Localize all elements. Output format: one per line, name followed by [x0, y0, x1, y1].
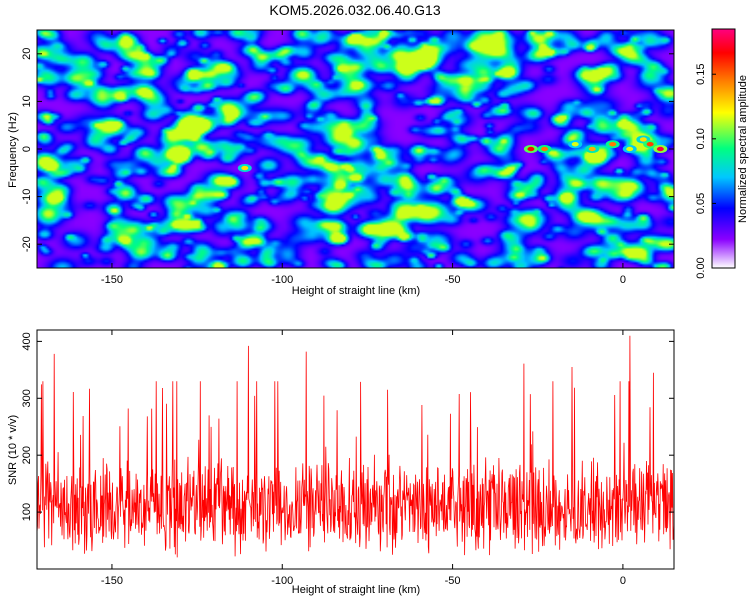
hotspot-peak [656, 146, 664, 152]
spectrogram-x-label: Height of straight line (km) [292, 285, 420, 297]
colorbar-label: Normalized spectral amplitude [737, 75, 749, 223]
hotspot-peak [588, 146, 596, 152]
y-tick-label: 400 [21, 332, 33, 350]
hotspot-peak [626, 146, 634, 152]
y-tick-label: 10 [21, 95, 33, 107]
colorbar-tick-label: 0.00 [695, 257, 707, 278]
hotspot-peak [646, 142, 654, 147]
x-tick-label: -50 [445, 274, 461, 286]
x-tick-label: -150 [101, 274, 123, 286]
hotspot-peak [639, 137, 647, 142]
colorbar-tick-label: 0.05 [695, 193, 707, 214]
snr-x-axis: -150 -100 -50 0 [101, 330, 626, 587]
x-tick-label: -150 [101, 575, 123, 587]
spectrogram-y-axis: -20 -10 0 10 20 [21, 48, 674, 252]
colorbar-frame [711, 28, 736, 269]
snr-panel: -150 -100 -50 0 100 200 300 400 Height of stra… [7, 329, 675, 596]
snr-y-axis: 100 200 300 400 [21, 332, 674, 521]
x-tick-label: -100 [271, 575, 293, 587]
y-tick-label: -20 [21, 236, 33, 252]
colorbar-ticks: 0.00 0.05 0.10 0.15 [695, 64, 716, 279]
colorbar-tick-label: 0.10 [695, 128, 707, 149]
hotspot-peak [571, 142, 579, 147]
y-tick-label: 20 [21, 48, 33, 60]
snr-plot-area [36, 335, 675, 558]
snr-x-label: Height of straight line (km) [292, 584, 420, 596]
spectrogram-y-label: Frequency (Hz) [7, 112, 19, 188]
colorbar-tick-label: 0.15 [695, 64, 707, 85]
spectrogram-heatmap [37, 30, 674, 268]
spectrogram-x-axis: -150 -100 -50 0 [101, 30, 626, 286]
colorbar-gradient [712, 29, 735, 268]
spectrogram-hotspots [237, 135, 668, 173]
hotspot-peak [527, 146, 535, 152]
x-tick-label: 0 [620, 575, 626, 587]
y-tick-label: -10 [21, 189, 33, 205]
hotspot-peak [609, 142, 617, 147]
chart-title: KOM5.2026.032.06.40.G13 [269, 2, 440, 18]
colorbar: 0.00 0.05 0.10 0.15 Normalized spectral amp… [695, 28, 749, 279]
x-tick-label: 0 [620, 274, 626, 286]
snr-series-line [36, 335, 675, 558]
hotspot-peak [541, 146, 549, 152]
x-tick-label: -100 [271, 274, 293, 286]
y-tick-label: 100 [21, 503, 33, 521]
y-tick-label: 200 [21, 446, 33, 464]
snr-y-label: SNR (10 * v/v) [7, 415, 19, 485]
x-tick-label: -50 [445, 575, 461, 587]
snr-frame [36, 329, 675, 570]
y-tick-label: 300 [21, 389, 33, 407]
y-tick-label: 0 [21, 146, 33, 152]
hotspot-peak [241, 165, 249, 171]
